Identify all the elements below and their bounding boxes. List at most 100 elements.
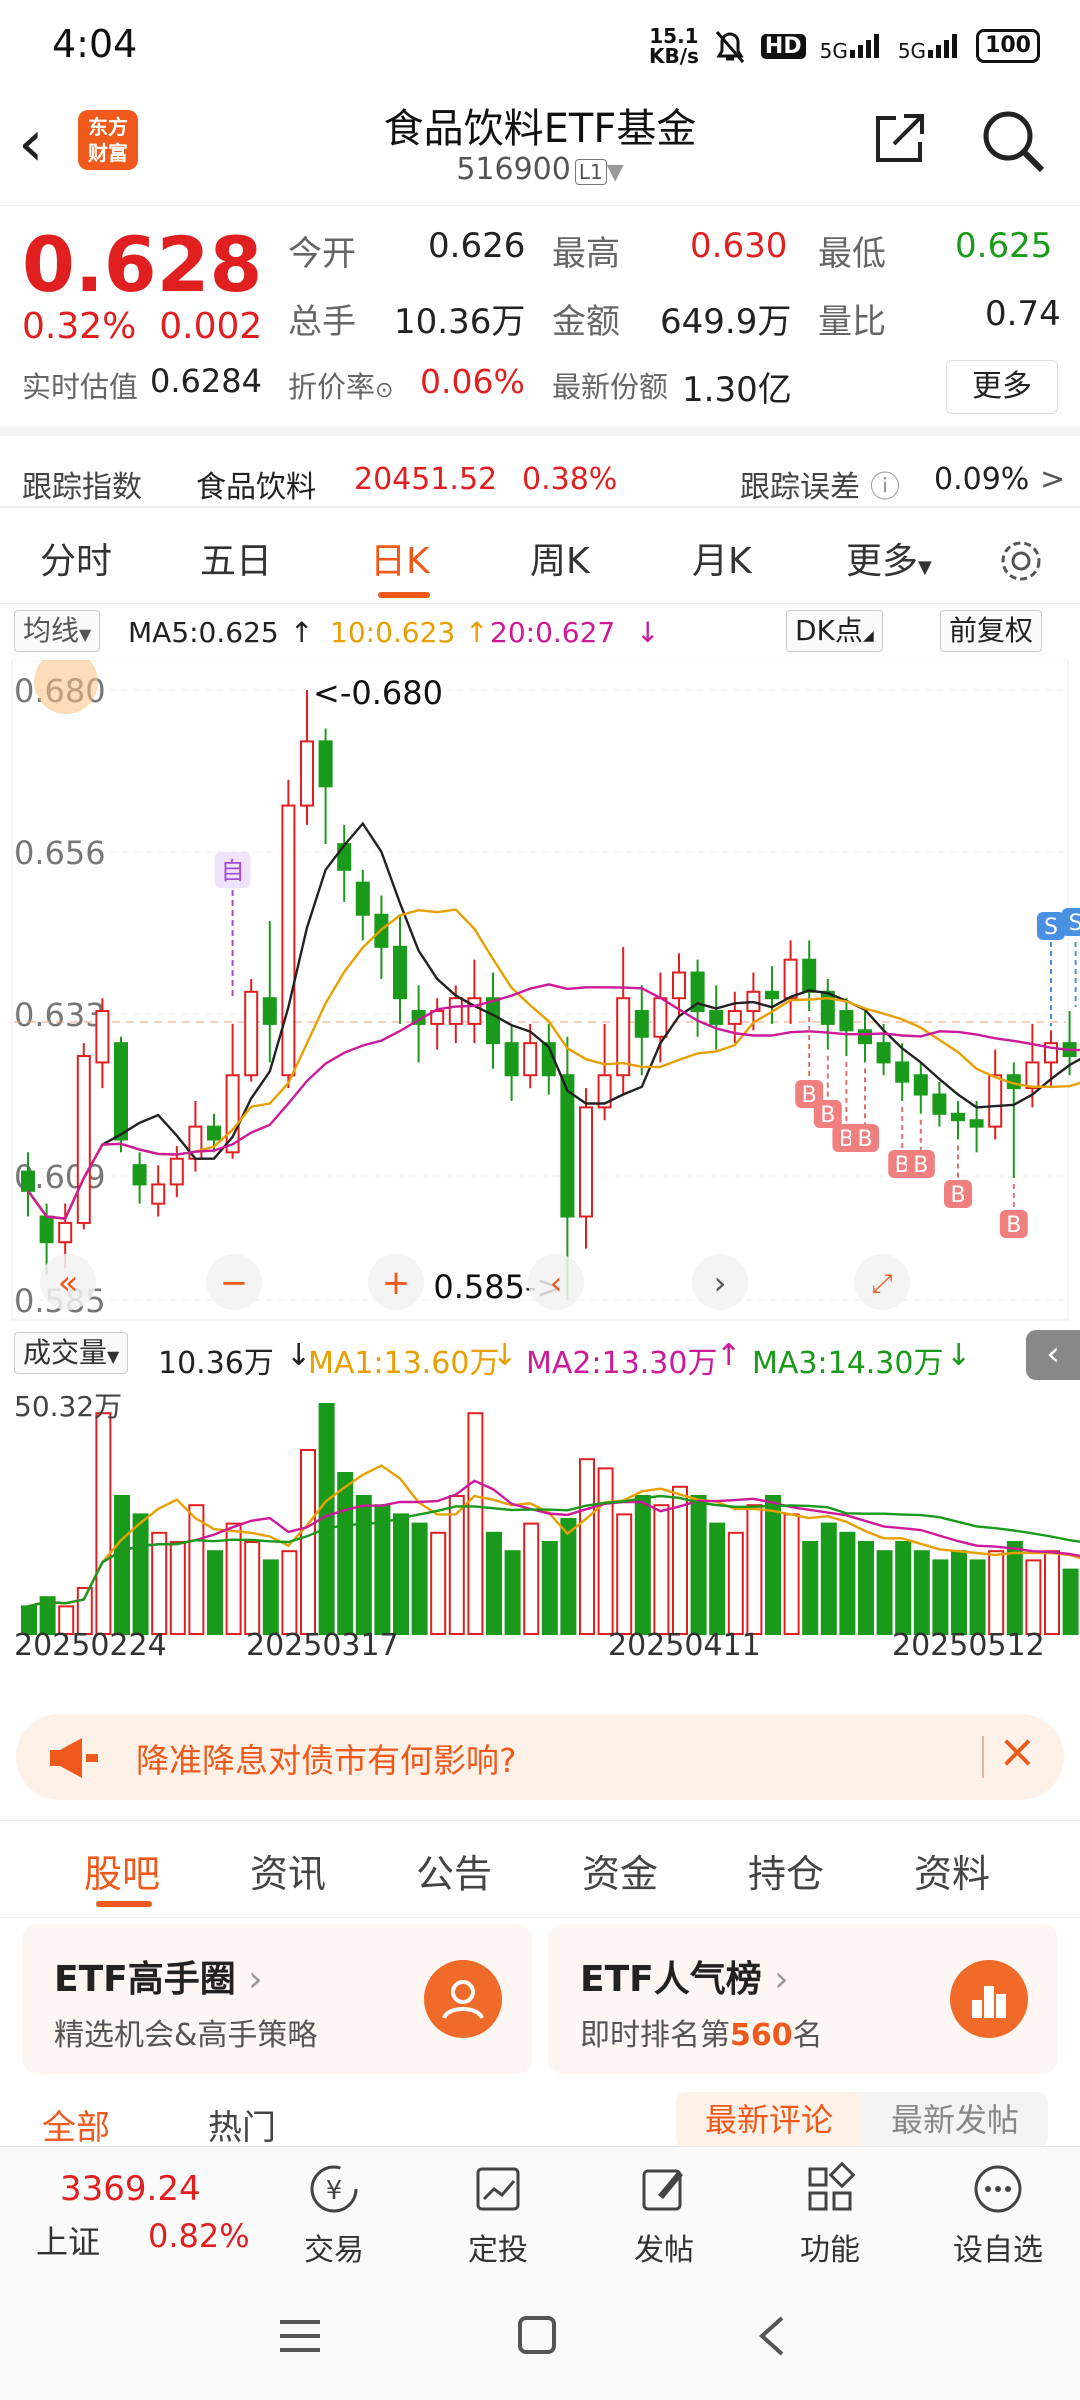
net-speed-unit: KB/s (648, 44, 699, 68)
back-button[interactable]: ‹ (18, 107, 44, 181)
edit-icon (642, 2169, 683, 2211)
sh-index-name[interactable]: 上证 (36, 2223, 101, 2261)
tab-forum[interactable]: 股吧 (84, 1852, 161, 1896)
functions-label: 功能 (800, 2233, 860, 2268)
price-change: 0.32% 0.002 (22, 306, 262, 347)
volume-bar (374, 1504, 391, 1635)
signal-1-icon: 5G (820, 30, 884, 63)
tab-holdings[interactable]: 持仓 (748, 1852, 825, 1896)
volume-ma5-line (27, 1464, 1080, 1608)
tab-capital[interactable]: 资金 (582, 1852, 659, 1896)
help-icon[interactable]: ⓘ (870, 470, 900, 505)
back-nav-icon[interactable] (752, 2314, 792, 2358)
volume-bar (690, 1495, 707, 1635)
floating-assistant-button[interactable] (34, 660, 98, 714)
info-icon[interactable]: ⊙ (375, 378, 394, 403)
app-logo[interactable]: 东方 财富 (78, 110, 138, 170)
volume-ratio-label: 量比 (818, 302, 886, 342)
candle-body (727, 1010, 742, 1025)
title-bar: ‹ 东方 财富 食品饮料ETF基金 516900 L1 ▼ (0, 96, 1080, 206)
filter-all[interactable]: 全部 (42, 2108, 110, 2148)
etf-expert-circle-card[interactable]: ETF高手圈 › 精选机会&高手策略 (22, 1924, 532, 2074)
zoom-out-button[interactable] (206, 1254, 262, 1310)
fund-code: 516900 (456, 152, 571, 187)
ranking-icon (950, 1960, 1028, 2038)
adjust-select[interactable]: 前复权 (940, 610, 1043, 652)
volume-current: 10.36万 (158, 1346, 274, 1381)
candle-body (653, 997, 668, 1038)
search-icon[interactable] (980, 108, 1046, 174)
dk-point-select[interactable]: DK点◢ (786, 610, 883, 652)
close-icon[interactable]: × (998, 1724, 1037, 1778)
sort-newest-post[interactable]: 最新发帖 (890, 2101, 1019, 2139)
self-marker (214, 852, 251, 888)
candle-body (95, 1010, 110, 1064)
share-value: 1.30亿 (682, 370, 792, 410)
quote-panel: 0.628 0.32% 0.002 今开 0.626 最高 0.630 最低 0… (0, 206, 1080, 426)
volume-bar (876, 1550, 893, 1635)
sort-newest-comment[interactable]: 最新评论 (676, 2092, 862, 2148)
collapse-panel-button[interactable]: ‹ (1026, 1330, 1080, 1380)
buy-marker (944, 1180, 972, 1208)
home-icon[interactable] (516, 2314, 560, 2358)
menu-icon[interactable] (280, 2316, 326, 2356)
buy-marker-label: B (857, 1127, 872, 1152)
date-tick-3: 20250512 (892, 1628, 1045, 1663)
chart-controls: « − + ‹ › ⤢ (40, 1254, 910, 1310)
low-value: 0.625 (955, 226, 1053, 266)
battery-icon: 100 (976, 29, 1040, 63)
net-speed: 15.1 KB/s (649, 26, 699, 66)
candle-body (672, 971, 686, 1000)
more-button[interactable]: 更多 (946, 360, 1058, 414)
tab-five-day[interactable]: 五日 (200, 541, 273, 582)
volume-bar (504, 1550, 521, 1635)
fullscreen-button[interactable] (854, 1254, 910, 1310)
add-watchlist-button[interactable]: 设自选 (938, 2161, 1058, 2269)
tab-daily-k[interactable]: 日K (370, 541, 430, 582)
tab-more[interactable]: 更多▼ (846, 541, 932, 582)
trade-button[interactable]: ¥ 交易 (274, 2161, 394, 2269)
card-title: ETF高手圈 (54, 1959, 236, 2000)
volume-bar (839, 1531, 856, 1635)
tab-news[interactable]: 资讯 (250, 1852, 327, 1896)
etf-popularity-card[interactable]: ETF人气榜 › 即时排名第560名 (548, 1924, 1058, 2074)
candle-body (839, 1010, 854, 1032)
card-title: ETF人气榜 (580, 1959, 762, 2000)
filter-hot[interactable]: 热门 (208, 2108, 276, 2148)
tab-intraday[interactable]: 分时 (40, 541, 113, 582)
sub-indicator-select[interactable]: 成交量▼ (14, 1332, 129, 1374)
sh-index-value[interactable]: 3369.24 (60, 2169, 201, 2209)
candle-body (262, 997, 277, 1025)
tab-announcements[interactable]: 公告 (416, 1852, 493, 1896)
kline-ma-lines (27, 821, 1080, 1220)
tab-monthly-k[interactable]: 月K (692, 541, 752, 582)
buy-marker-label: B (950, 1183, 965, 1208)
settings-gear-icon[interactable] (996, 536, 1046, 586)
functions-button[interactable]: 功能 (770, 2161, 890, 2269)
chevron-left-icon: ‹ (550, 1264, 563, 1302)
volume-bar (523, 1522, 540, 1636)
post-button[interactable]: 发帖 (604, 2161, 724, 2269)
y-tick-label: 0.633 (14, 996, 106, 1034)
fund-code-row[interactable]: 516900 L1 ▼ (0, 152, 1080, 187)
tab-weekly-k[interactable]: 周K (530, 541, 590, 582)
signal-2-label: 5G (897, 38, 927, 63)
trend-chart-icon (476, 2167, 520, 2211)
invest-button[interactable]: 定投 (438, 2161, 558, 2269)
discount-value: 0.06% (420, 362, 525, 401)
step-left-button[interactable] (528, 1254, 584, 1310)
step-right-button[interactable] (692, 1254, 748, 1310)
volume-bar (300, 1449, 316, 1635)
tab-profile[interactable]: 资料 (914, 1852, 991, 1896)
sh-index-pct[interactable]: 0.82% (148, 2217, 250, 2255)
tracking-row[interactable]: 跟踪指数 食品饮料 20451.52 0.38% 跟踪误差 ⓘ 0.09% > (0, 426, 1080, 508)
share-icon[interactable] (872, 110, 928, 166)
indicator-type-select[interactable]: 均线▼ (14, 610, 101, 652)
zoom-in-button[interactable] (368, 1254, 424, 1310)
buy-marker-label: B (1006, 1213, 1021, 1238)
news-banner[interactable]: 降准降息对债市有何影响? × (16, 1714, 1064, 1800)
volume-chart[interactable]: 50.32万 (0, 1382, 1080, 1642)
scroll-left-button[interactable] (40, 1254, 96, 1310)
